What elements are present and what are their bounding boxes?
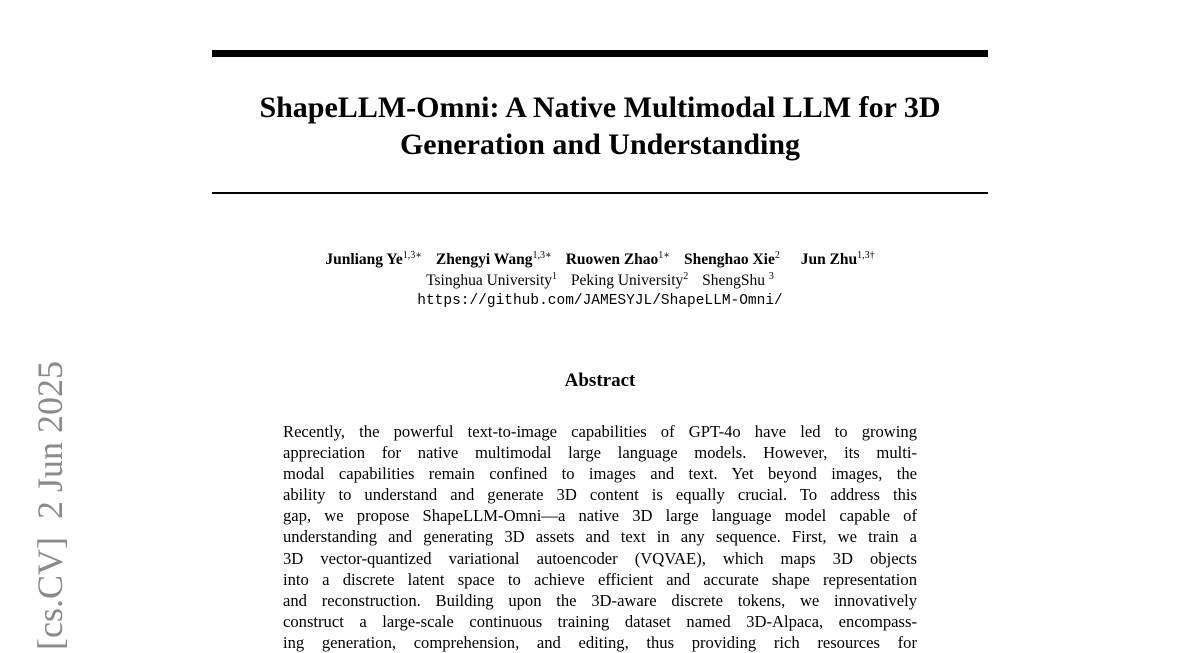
author: Junliang Ye1,3∗ [325,250,423,269]
arxiv-stamp: [cs.CV] 2 Jun 2025 [30,361,70,650]
abstract-line: appreciation for native multimodal large… [283,443,917,463]
abstract-line: understanding and generating 3D assets a… [283,527,917,547]
abstract-line: Recently, the powerful text-to-image cap… [283,422,917,441]
title-line-2: Generation and Understanding [399,128,801,161]
author-names: Junliang Ye1,3∗ Zhengyi Wang1,3∗ Ruowen … [200,249,1000,270]
abstract-line: ability to understand and generate 3D co… [283,485,917,505]
abstract-line: into a discrete latent space to achieve … [283,569,917,589]
author: Zhengyi Wang1,3∗ [435,250,552,269]
abstract-line: gap, we propose ShapeLLM-Omni—a native 3… [283,506,917,526]
abstract-line: 3D vector-quantized variational autoenco… [283,548,917,568]
paper-title: ShapeLLM-Omni: A Native Multimodal LLM f… [200,89,1000,163]
abstract-line: construct a large-scale continuous train… [283,611,917,631]
abstract-line: modal capabilities remain confined to im… [283,464,917,484]
affiliations: Tsinghua University1 Peking University2 … [200,270,1000,291]
bottom-rule [212,192,988,194]
affiliation: ShengShu 3 [702,271,774,290]
author: Ruowen Zhao1∗ [565,250,671,269]
top-rule [212,50,988,57]
author-block: Junliang Ye1,3∗ Zhengyi Wang1,3∗ Ruowen … [200,249,1000,312]
project-url[interactable]: https://github.com/JAMESYJL/ShapeLLM-Omn… [417,293,783,309]
affiliation: Tsinghua University1 [426,271,558,290]
author: Jun Zhu1,3† [800,250,875,269]
affiliation: Peking University2 [570,271,689,290]
abstract-heading: Abstract [564,370,636,391]
title-line-1: ShapeLLM-Omni: A Native Multimodal LLM f… [259,91,941,124]
abstract-body: Recently, the powerful text-to-image cap… [283,421,917,653]
abstract-line: ing generation, comprehension, and editi… [283,632,917,652]
abstract-line: and reconstruction. Building upon the 3D… [283,590,917,610]
author: Shenghao Xie2 [683,250,780,269]
